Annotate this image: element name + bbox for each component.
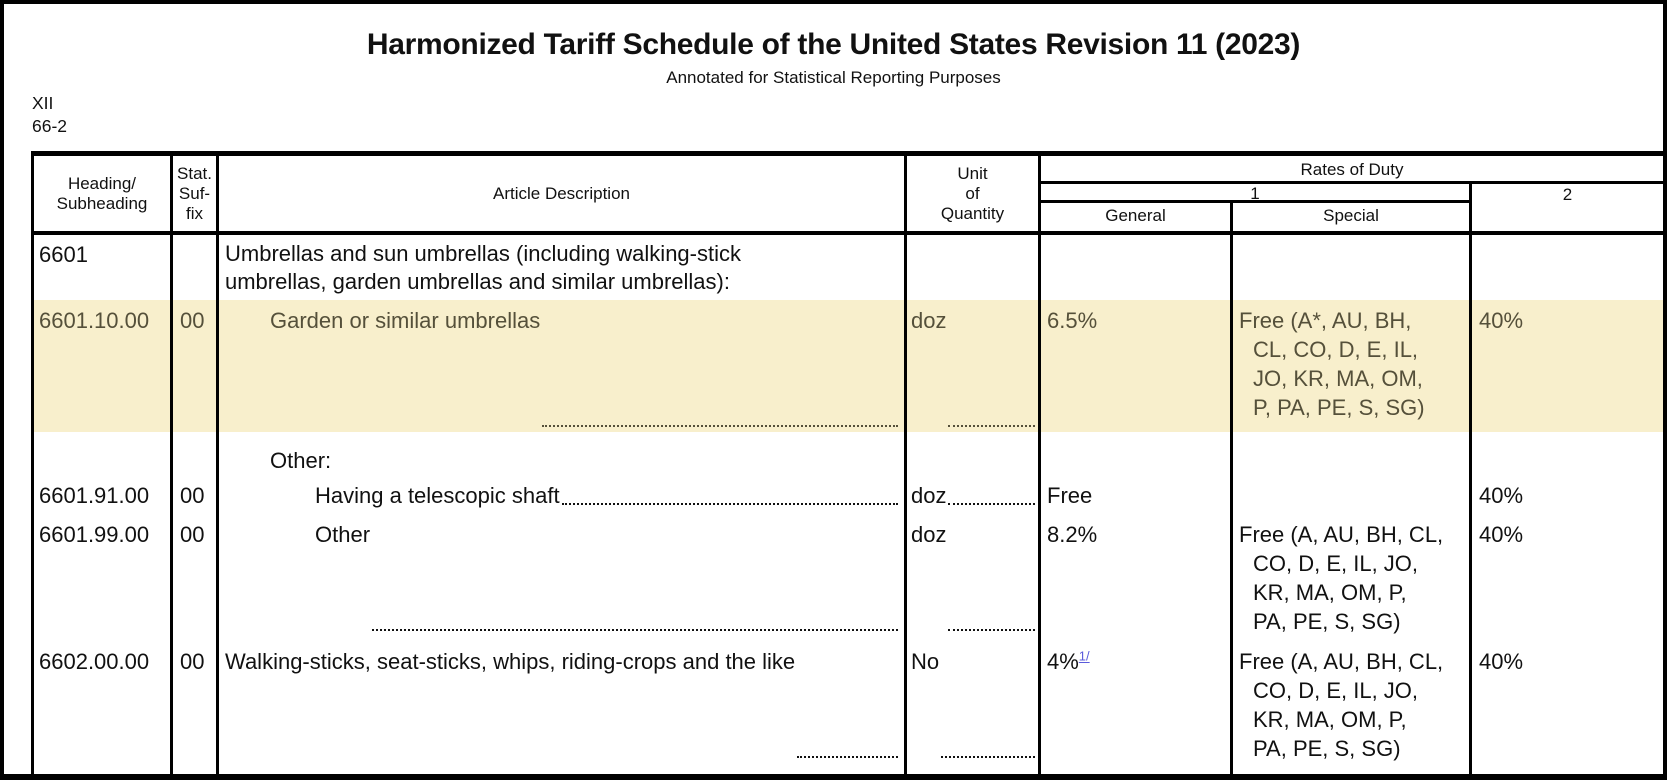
stat-suffix: 00 xyxy=(170,300,216,432)
heading-number: 6601.10.00 xyxy=(34,300,170,432)
table-body: 6601 Umbrellas and sun umbrellas (includ… xyxy=(34,235,1663,774)
table-row: 6601.99.00 00 Other doz 8.2% Free (A, AU… xyxy=(34,510,1663,636)
rate-2: 40% xyxy=(1469,510,1663,636)
rate-2: 40% xyxy=(1469,475,1663,510)
column-header-special: Special xyxy=(1230,203,1469,231)
special-rate xyxy=(1230,763,1469,774)
dot-leader xyxy=(941,647,1037,763)
article-description xyxy=(216,763,904,774)
column-header-stat-suffix: Stat. Suf- fix xyxy=(170,156,216,231)
unit-text: doz xyxy=(911,483,947,508)
rate-2 xyxy=(1469,432,1663,475)
footnote-1-link[interactable]: 1/ xyxy=(1078,648,1090,664)
description-text: Walking-sticks, seat-sticks, whips, ridi… xyxy=(225,649,796,674)
stat-suffix: 00 xyxy=(170,475,216,510)
unit-text: No xyxy=(911,649,940,674)
table-row: Other: xyxy=(34,432,1663,475)
unit-of-quantity xyxy=(904,432,1038,475)
article-description: Walking-sticks, seat-sticks, whips, ridi… xyxy=(216,636,904,763)
general-rate: 8.2% xyxy=(1038,510,1230,636)
stat-suffix xyxy=(170,763,216,774)
heading-number: 6601 xyxy=(39,242,88,267)
unit-of-quantity xyxy=(904,235,1038,300)
column-header-general: General xyxy=(1038,203,1230,231)
page-subtitle: Annotated for Statistical Reporting Purp… xyxy=(666,68,1001,87)
tariff-table: Heading/ Subheading Stat. Suf- fix Artic… xyxy=(31,151,1663,774)
dot-leader xyxy=(948,306,1037,432)
article-description: Garden or similar umbrellas xyxy=(216,300,904,432)
unit-text: doz xyxy=(911,308,947,333)
article-description: Umbrellas and sun umbrellas (including w… xyxy=(216,235,904,300)
table-row: 6602.00.00 00 Walking-sticks, seat-stick… xyxy=(34,636,1663,763)
stat-suffix xyxy=(170,432,216,475)
general-rate xyxy=(1038,432,1230,475)
stat-suffix: 00 xyxy=(170,510,216,636)
description-text: Garden or similar umbrellas xyxy=(270,308,541,333)
description-text: Other xyxy=(315,522,371,547)
stat-suffix xyxy=(170,235,216,300)
stat-suffix: 00 xyxy=(170,636,216,763)
unit-text: doz xyxy=(911,522,947,547)
article-description: Other: xyxy=(216,432,904,475)
article-description: Having a telescopic shaft xyxy=(216,475,904,510)
unit-of-quantity: doz xyxy=(904,510,1038,636)
special-rate: Free (A*, AU, BH, CL, CO, D, E, IL, JO, … xyxy=(1230,300,1469,432)
heading-number: 6601.99.00 xyxy=(39,522,150,547)
dot-leader xyxy=(372,520,900,636)
table-row: 6601 Umbrellas and sun umbrellas (includ… xyxy=(34,235,1663,300)
column-header-unit-of-quantity: Unit of Quantity xyxy=(904,156,1038,231)
table-row-highlighted: 6601.10.00 00 Garden or similar umbrella… xyxy=(34,300,1663,432)
general-rate xyxy=(1038,763,1230,774)
general-rate xyxy=(1038,235,1230,300)
table-row: 6601.91.00 00 Having a telescopic shaft … xyxy=(34,475,1663,510)
special-rate: Free (A, AU, BH, CL, CO, D, E, IL, JO, K… xyxy=(1230,510,1469,636)
special-rate: Free (A, AU, BH, CL, CO, D, E, IL, JO, K… xyxy=(1230,636,1469,763)
table-filler-row xyxy=(34,763,1663,774)
rate-2 xyxy=(1469,235,1663,300)
dot-leader xyxy=(542,306,900,432)
column-header-rates-of-duty: Rates of Duty xyxy=(1038,156,1663,184)
special-rate xyxy=(1230,235,1469,300)
unit-of-quantity xyxy=(904,763,1038,774)
rate-2 xyxy=(1469,763,1663,774)
dot-leader xyxy=(948,520,1037,636)
table-header: Heading/ Subheading Stat. Suf- fix Artic… xyxy=(34,156,1663,235)
article-description: Other xyxy=(216,510,904,636)
section-and-page-number: XII 66-2 xyxy=(32,93,68,136)
rate-2: 40% xyxy=(1469,300,1663,432)
column-header-heading-subheading: Heading/ Subheading xyxy=(56,173,148,213)
general-rate-text: 4% xyxy=(1047,649,1079,674)
dot-leader xyxy=(561,481,900,510)
heading-number: 6601.91.00 xyxy=(39,483,150,508)
general-rate: 6.5% xyxy=(1038,300,1230,432)
column-header-article-description: Article Description xyxy=(216,156,904,231)
special-rate xyxy=(1230,475,1469,510)
description-text: Having a telescopic shaft xyxy=(315,483,560,508)
dot-leader xyxy=(797,647,900,763)
page-title: Harmonized Tariff Schedule of the United… xyxy=(366,28,1301,61)
unit-of-quantity: doz xyxy=(904,300,1038,432)
rate-2: 40% xyxy=(1469,636,1663,763)
special-rate xyxy=(1230,432,1469,475)
unit-of-quantity: doz xyxy=(904,475,1038,510)
column-header-duty-1: 1 xyxy=(1038,184,1469,203)
heading-number xyxy=(34,432,170,475)
column-header-duty-2: 2 xyxy=(1469,184,1663,231)
general-rate: Free xyxy=(1038,475,1230,510)
general-rate: 4%1/ xyxy=(1038,636,1230,763)
unit-of-quantity: No xyxy=(904,636,1038,763)
dot-leader xyxy=(948,481,1037,510)
heading-number xyxy=(34,763,170,774)
heading-number: 6602.00.00 xyxy=(39,649,150,674)
